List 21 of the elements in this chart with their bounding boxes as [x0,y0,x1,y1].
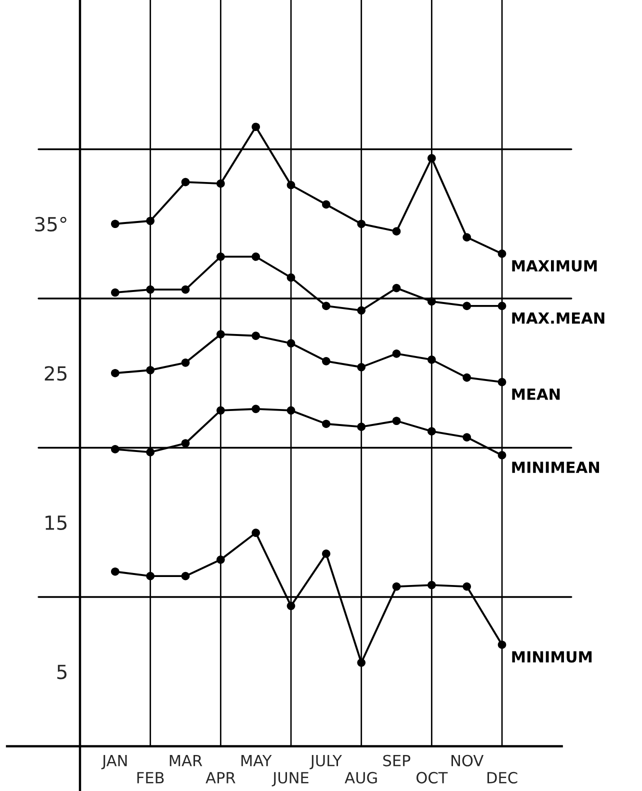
x-tick-label: MAY [241,755,272,766]
y-tick-label: 5 [57,664,66,680]
series-label: MAX.MEAN [512,312,604,324]
series-label: MAXIMUM [512,260,597,272]
x-tick-label: OCT [416,772,448,784]
series-label: MINIMEAN [512,462,600,473]
y-tick-label: 15 [46,516,66,530]
x-tick-label: JAN [101,755,127,770]
y-tick-label: 25 [44,366,66,381]
x-tick-label: AUG [344,772,377,784]
x-tick-label: JULY [310,755,342,770]
y-tick-label: 35° [35,216,66,232]
x-tick-label: MAR [170,755,202,766]
x-tick-label: JUNE [272,772,308,786]
series-label: MINIMUM [512,651,592,663]
x-tick-label: APR [206,772,236,784]
series-label: MEAN [512,388,560,400]
x-tick-label: FEB [137,772,164,784]
x-tick-label: DEC [487,772,518,784]
x-tick-label: SEP [383,754,410,766]
x-tick-label: NOV [452,754,484,766]
